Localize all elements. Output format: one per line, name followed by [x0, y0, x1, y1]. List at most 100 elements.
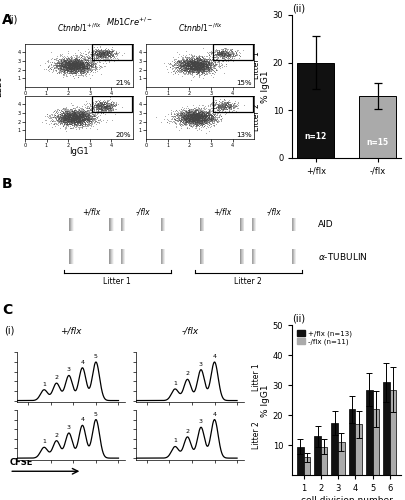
Text: Litter 2: Litter 2: [234, 276, 262, 285]
Bar: [121, 218, 122, 231]
Bar: [295, 218, 296, 231]
Bar: [203, 249, 204, 264]
Bar: [244, 218, 245, 231]
Bar: [161, 218, 162, 231]
Bar: [338, 442, 345, 475]
Bar: [295, 249, 296, 264]
Bar: [163, 218, 164, 231]
Text: A: A: [2, 12, 13, 26]
Bar: [71, 249, 72, 264]
Text: +/flx: +/flx: [82, 208, 100, 217]
Bar: [69, 249, 70, 264]
Bar: [110, 218, 111, 231]
Bar: [255, 249, 256, 264]
Bar: [112, 218, 113, 231]
Bar: [109, 218, 110, 231]
Bar: [164, 218, 165, 231]
Text: AID: AID: [318, 220, 333, 229]
Bar: [355, 424, 362, 475]
Bar: [331, 422, 338, 475]
Text: (i): (i): [6, 15, 17, 25]
Bar: [201, 249, 202, 264]
Bar: [72, 249, 73, 264]
Bar: [253, 249, 254, 264]
Bar: [124, 218, 125, 231]
Text: n=15: n=15: [367, 138, 388, 146]
Bar: [243, 249, 244, 264]
Bar: [201, 218, 202, 231]
Bar: [162, 249, 163, 264]
Text: B: B: [2, 178, 13, 192]
Text: Litter 1: Litter 1: [103, 276, 131, 285]
Bar: [123, 249, 124, 264]
Bar: [161, 249, 162, 264]
Bar: [69, 218, 70, 231]
Bar: [252, 249, 253, 264]
Bar: [292, 249, 293, 264]
Bar: [109, 249, 110, 264]
X-axis label: cell division number: cell division number: [301, 496, 392, 500]
Legend: +/flx (n=13), -/flx (n=11): +/flx (n=13), -/flx (n=11): [296, 329, 352, 345]
Bar: [202, 218, 203, 231]
Bar: [70, 249, 71, 264]
Bar: [304, 457, 310, 475]
Text: Litter 1: Litter 1: [252, 364, 261, 392]
Text: Litter 1: Litter 1: [252, 52, 261, 79]
Bar: [240, 218, 241, 231]
Bar: [163, 249, 164, 264]
Bar: [366, 390, 373, 475]
Bar: [252, 218, 253, 231]
Text: -/flx: -/flx: [136, 208, 150, 217]
Bar: [255, 218, 256, 231]
Bar: [204, 249, 205, 264]
Y-axis label: % IgG1: % IgG1: [261, 384, 270, 416]
Bar: [241, 218, 242, 231]
Bar: [111, 218, 112, 231]
Text: +/flx: +/flx: [213, 208, 232, 217]
Bar: [204, 218, 205, 231]
Text: -/flx: -/flx: [266, 208, 281, 217]
Text: Litter 2: Litter 2: [252, 104, 261, 132]
Text: $Ctnnbl1^{+/flx}$: $Ctnnbl1^{+/flx}$: [57, 22, 101, 34]
Bar: [254, 249, 255, 264]
Text: CFSE: CFSE: [9, 458, 33, 467]
Bar: [110, 249, 111, 264]
Bar: [70, 218, 71, 231]
Text: C: C: [2, 302, 12, 316]
Bar: [244, 249, 245, 264]
Bar: [124, 249, 125, 264]
Bar: [162, 218, 163, 231]
Bar: [297, 62, 334, 158]
Bar: [240, 249, 241, 264]
Text: $Mb1Cre^{+/-}$: $Mb1Cre^{+/-}$: [106, 16, 153, 28]
Text: Litter 2: Litter 2: [252, 421, 261, 449]
Bar: [297, 446, 304, 475]
Bar: [294, 249, 295, 264]
Text: (ii): (ii): [292, 4, 305, 14]
Bar: [243, 218, 244, 231]
Bar: [164, 249, 165, 264]
Bar: [112, 249, 113, 264]
Bar: [111, 249, 112, 264]
Text: IgG1: IgG1: [69, 148, 89, 156]
Bar: [122, 249, 123, 264]
Bar: [242, 249, 243, 264]
Bar: [203, 218, 204, 231]
Text: (ii): (ii): [292, 314, 305, 324]
Bar: [122, 218, 123, 231]
Bar: [383, 382, 390, 475]
Bar: [373, 409, 379, 475]
Bar: [200, 218, 201, 231]
Bar: [123, 218, 124, 231]
Bar: [293, 218, 294, 231]
Bar: [72, 218, 73, 231]
Text: +/flx: +/flx: [60, 327, 82, 336]
Bar: [321, 446, 327, 475]
Text: $Ctnnbl1^{-/flx}$: $Ctnnbl1^{-/flx}$: [178, 22, 222, 34]
Bar: [121, 249, 122, 264]
Bar: [314, 436, 321, 475]
Bar: [293, 249, 294, 264]
Bar: [294, 218, 295, 231]
Bar: [71, 218, 72, 231]
Bar: [242, 218, 243, 231]
